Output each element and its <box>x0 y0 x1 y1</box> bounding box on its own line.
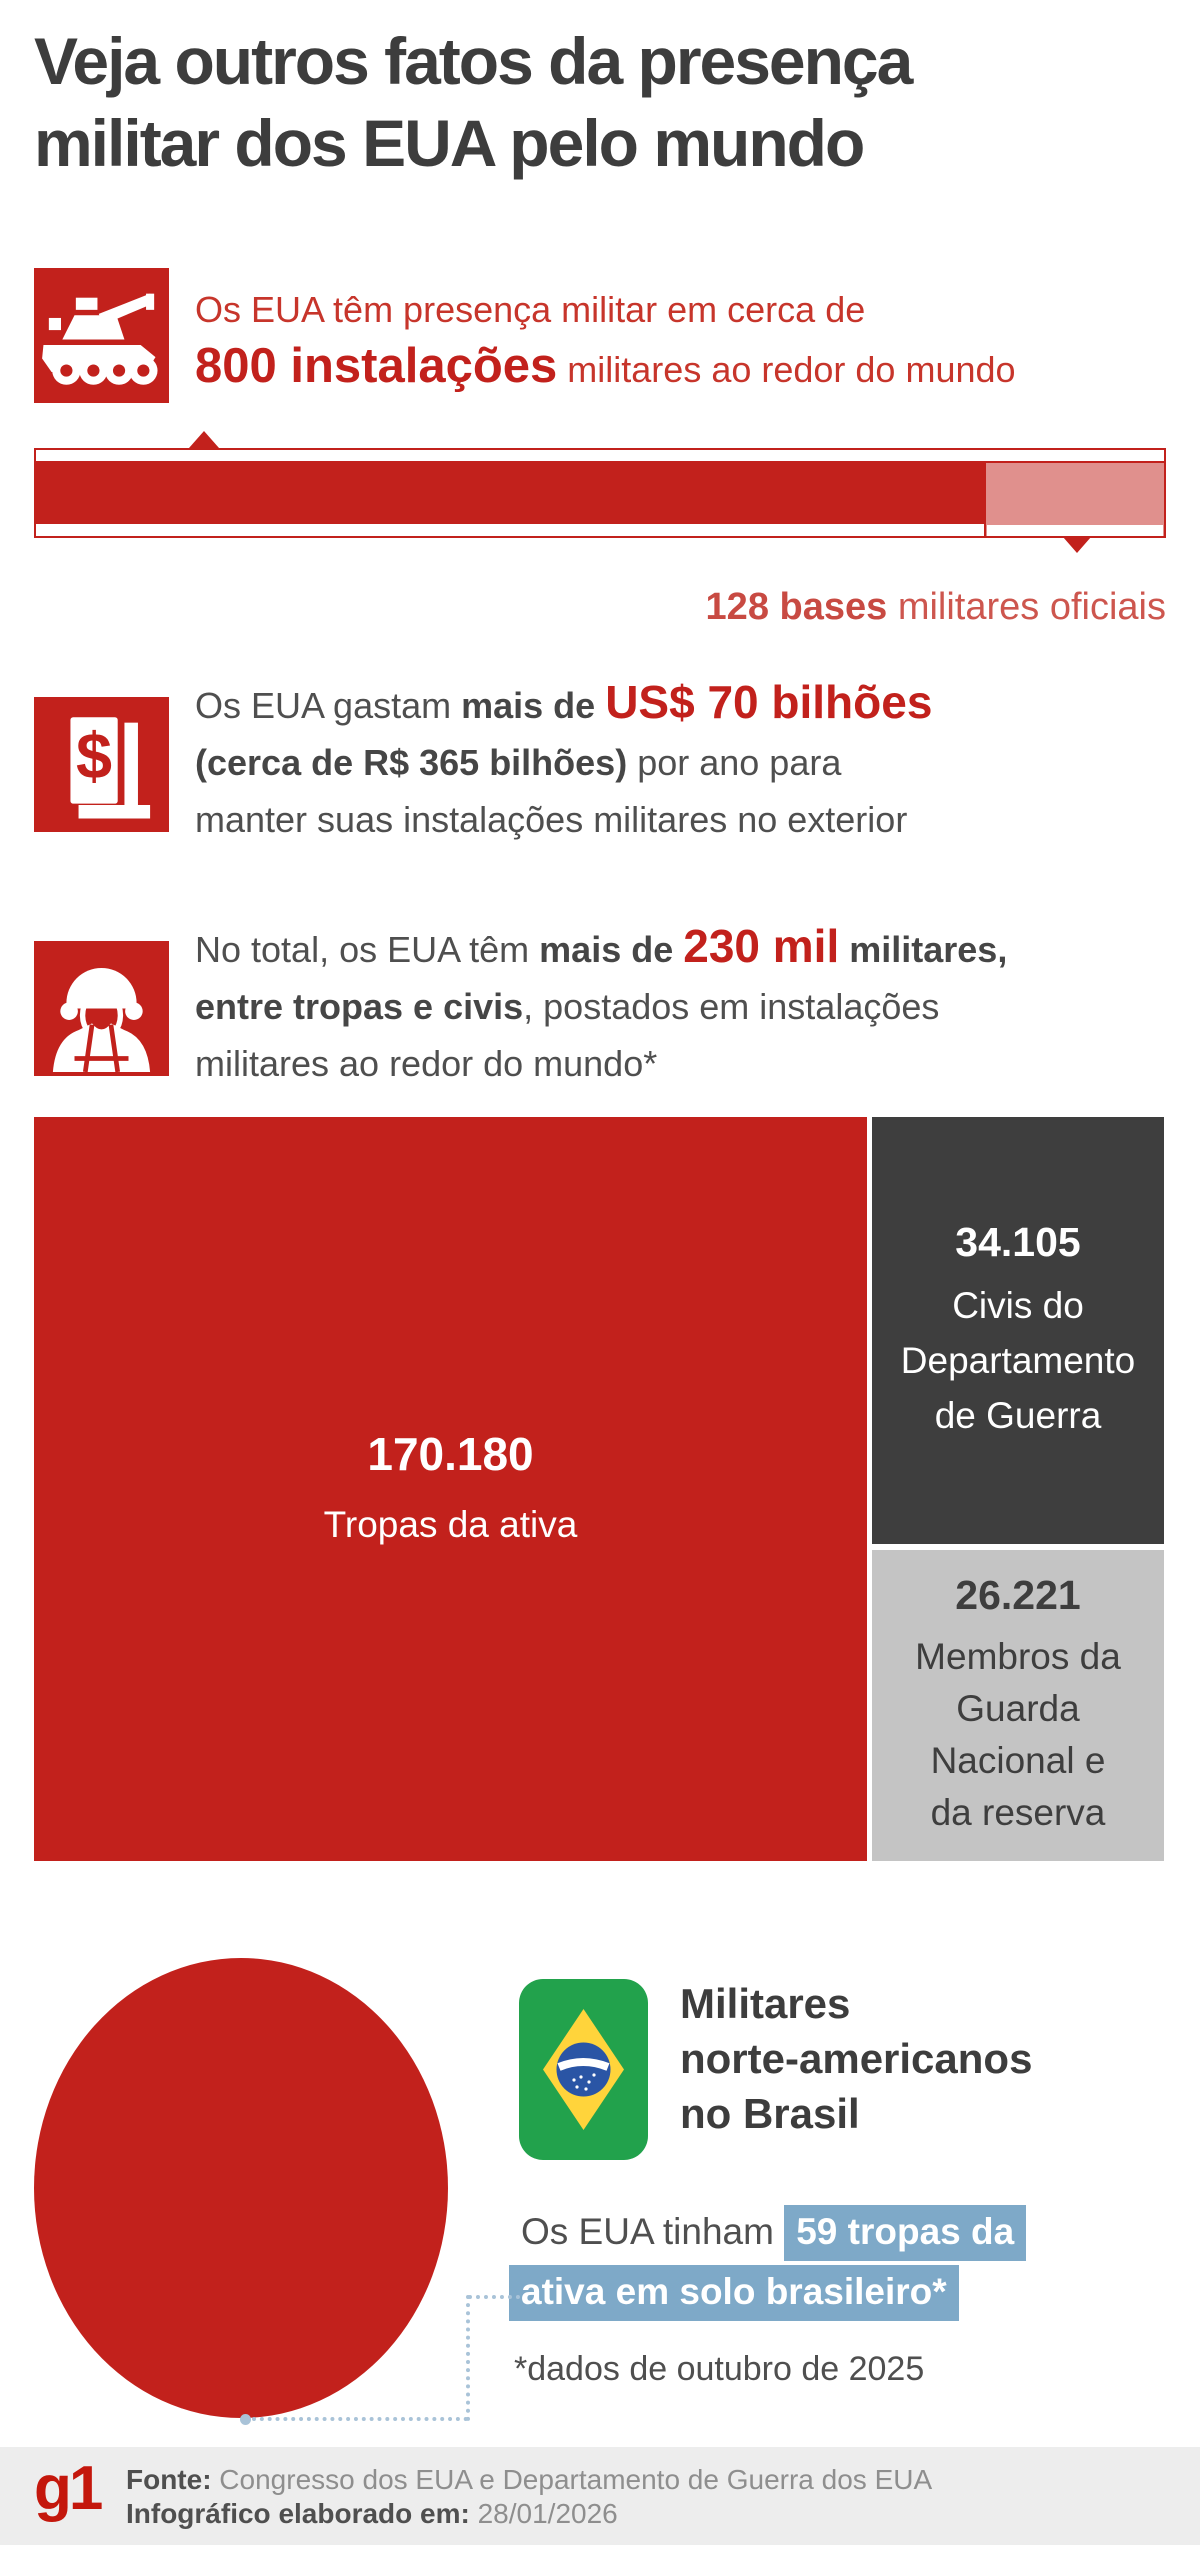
personnel-l2b: , postados em instalações <box>523 986 940 1027</box>
connector-horizontal-2 <box>468 2295 520 2299</box>
personnel-l1d: militares, <box>839 929 1008 970</box>
installations-line1: Os EUA têm presença militar em cerca de <box>195 282 1016 338</box>
brazil-title-l2: norte-americanos <box>680 2035 1033 2082</box>
guard-label-l3: Nacional e <box>930 1740 1106 1781</box>
installations-rest: militares ao redor do mundo <box>557 349 1016 390</box>
personnel-line1: No total, os EUA têm mais de 230 mil mil… <box>195 918 1007 978</box>
personnel-l2a: entre tropas e civis <box>195 986 524 1027</box>
personnel-total: 230 mil <box>683 920 840 972</box>
treemap-block-active-troops: 170.180 Tropas da ativa <box>34 1117 867 1861</box>
spending-fact: Os EUA gastam mais de US$ 70 bilhões (ce… <box>195 674 932 848</box>
bar-pointer-down-icon <box>1063 537 1091 553</box>
treemap-block-guard-reserve: 26.221 Membros da Guarda Nacional e da r… <box>872 1550 1164 1861</box>
treemap-block-civilians: 34.105 Civis do Departamento de Guerra <box>872 1117 1164 1544</box>
spending-line3: manter suas instalações militares no ext… <box>195 791 932 848</box>
installations-highlight: 800 instalações <box>195 339 558 393</box>
tank-icon <box>34 268 169 403</box>
spending-l1a: Os EUA gastam <box>195 685 462 726</box>
installations-intro: Os EUA têm presença militar em cerca de <box>195 289 866 330</box>
guard-label-l1: Membros da <box>915 1636 1121 1677</box>
brazil-highlight-l2: ativa em solo brasileiro* <box>509 2265 959 2321</box>
personnel-line3: militares ao redor do mundo* <box>195 1035 1007 1092</box>
brazil-body-line2: ativa em solo brasileiro* <box>509 2263 959 2321</box>
civilians-label: Civis do Departamento de Guerra <box>901 1278 1135 1443</box>
active-troops-value: 170.180 <box>367 1427 534 1480</box>
footer-source-label: Fonte: <box>126 2464 212 2495</box>
brazil-title: Militares norte-americanos no Brasil <box>680 1976 1032 2141</box>
bar-pointer-up-icon <box>189 431 219 448</box>
personnel-l1a: No total, os EUA têm <box>195 929 540 970</box>
bases-label-bold: 128 bases <box>705 586 888 628</box>
page-title: Veja outros fatos da presença militar do… <box>34 20 1174 184</box>
bases-label: 128 bases militares oficiais <box>566 586 1166 628</box>
brazil-troops-circle <box>34 1958 448 2418</box>
spending-line2: (cerca de R$ 365 bilhões) por ano para <box>195 734 932 791</box>
page-title-line2: militar dos EUA pelo mundo <box>34 106 865 180</box>
brazil-body-intro: Os EUA tinham <box>521 2211 785 2252</box>
footer-text: Fonte: Congresso dos EUA e Departamento … <box>126 2463 932 2531</box>
connector-vertical <box>466 2295 470 2421</box>
footer-date-value: 28/01/2026 <box>469 2498 618 2529</box>
bar-segment-gap <box>987 525 1163 536</box>
guard-label-l4: da reserva <box>930 1792 1106 1833</box>
personnel-l3: militares ao redor do mundo* <box>195 1043 658 1084</box>
brazil-body-line1: Os EUA tinham 59 tropas da <box>521 2203 1027 2261</box>
soldier-icon <box>34 941 169 1076</box>
bar-fill-800 <box>36 461 984 524</box>
money-icon: $ <box>34 697 169 832</box>
civilians-value: 34.105 <box>955 1218 1081 1265</box>
footer-date-line: Infográfico elaborado em: 28/01/2026 <box>126 2497 932 2531</box>
footer-source-value: Congresso dos EUA e Departamento de Guer… <box>211 2464 933 2495</box>
footer-date-label: Infográfico elaborado em: <box>126 2498 470 2529</box>
spending-l2b: por ano para <box>627 742 842 783</box>
spending-l3: manter suas instalações militares no ext… <box>195 799 908 840</box>
guard-value: 26.221 <box>955 1572 1081 1618</box>
guard-label-l2: Guarda <box>956 1688 1080 1729</box>
active-troops-label: Tropas da ativa <box>323 1503 578 1545</box>
dollar-glyph: $ <box>76 719 112 792</box>
civilians-label-l3: de Guerra <box>934 1394 1102 1436</box>
brazil-flag-icon <box>519 1979 648 2160</box>
personnel-l1b: mais de <box>539 929 684 970</box>
brazil-title-l1: Militares <box>680 1980 851 2027</box>
civilians-label-l1: Civis do <box>952 1284 1084 1326</box>
bases-label-rest: militares oficiais <box>887 586 1166 628</box>
personnel-fact: No total, os EUA têm mais de 230 mil mil… <box>195 918 1007 1092</box>
footer-source-line: Fonte: Congresso dos EUA e Departamento … <box>126 2463 932 2497</box>
brazil-highlight-l1: 59 tropas da <box>784 2205 1027 2261</box>
connector-horizontal-1 <box>252 2417 468 2421</box>
spending-amount-brl: (cerca de R$ 365 bilhões) <box>195 742 628 783</box>
g1-logo: g1 <box>34 2454 103 2523</box>
personnel-line2: entre tropas e civis, postados em instal… <box>195 978 1007 1035</box>
spending-l1b: mais de <box>461 685 606 726</box>
footer <box>0 2447 1200 2545</box>
spending-line1: Os EUA gastam mais de US$ 70 bilhões <box>195 674 932 734</box>
brazil-title-l3: no Brasil <box>680 2090 860 2137</box>
connector-dot <box>240 2414 251 2425</box>
civilians-label-l2: Departamento <box>900 1339 1136 1381</box>
guard-label: Membros da Guarda Nacional e da reserva <box>915 1631 1121 1839</box>
spending-amount-usd: US$ 70 bilhões <box>605 676 933 728</box>
page-title-line1: Veja outros fatos da presença <box>34 24 913 98</box>
footnote: *dados de outubro de 2025 <box>514 2350 925 2388</box>
installations-line2: 800 instalações militares ao redor do mu… <box>195 338 1016 398</box>
installations-fact: Os EUA têm presença militar em cerca de … <box>195 282 1016 398</box>
